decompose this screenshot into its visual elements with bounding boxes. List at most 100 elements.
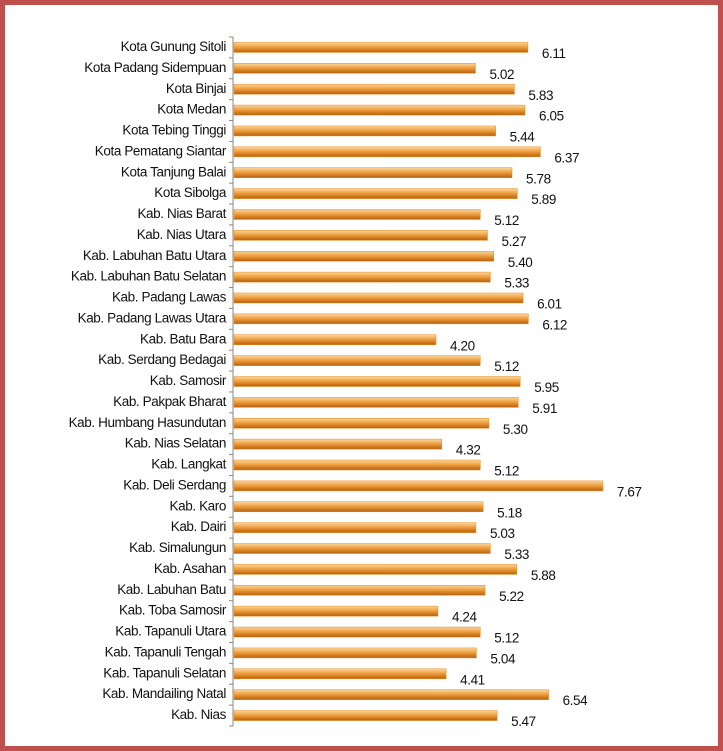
bar: [233, 459, 481, 471]
bar: [233, 230, 488, 241]
data-label: 5.30: [503, 422, 528, 437]
y-tick-label: Kota Pematang Siantar: [95, 143, 227, 158]
bar: [233, 42, 529, 53]
data-label: 5.27: [501, 234, 526, 249]
data-label: 5.22: [499, 589, 524, 604]
bar: [233, 146, 541, 158]
bar: [233, 167, 513, 178]
data-label: 6.05: [539, 109, 564, 124]
data-label: 5.33: [504, 276, 529, 291]
data-label: 5.12: [494, 359, 519, 374]
y-tick-label: Kab. Karo: [170, 498, 226, 513]
data-label: 5.95: [534, 380, 559, 395]
bar: [233, 480, 604, 492]
bar: [233, 689, 549, 700]
data-label: 5.78: [526, 171, 551, 186]
y-tick-label: Kab. Batu Bara: [140, 331, 227, 346]
y-tick-label: Kab. Toba Samosir: [119, 603, 227, 618]
y-tick-label: Kab. Labuhan Batu Selatan: [71, 269, 226, 284]
y-tick-label: Kab. Asahan: [154, 561, 226, 576]
bar: [233, 710, 498, 721]
data-label: 7.67: [617, 484, 642, 499]
bar: [233, 668, 447, 680]
y-tick-label: Kab. Padang Lawas: [112, 290, 227, 305]
y-tick-label: Kab. Labuhan Batu Utara: [83, 248, 227, 263]
data-label: 6.01: [537, 297, 562, 312]
y-tick-label: Kab. Nias: [171, 707, 227, 722]
y-tick-label: Kab. Nias Utara: [137, 227, 227, 242]
y-tick-label: Kab. Serdang Bedagai: [98, 352, 226, 367]
bar: [233, 397, 519, 408]
bar: [233, 376, 521, 387]
bar: [233, 605, 439, 617]
bar: [233, 83, 515, 95]
bar: [233, 501, 484, 513]
data-label: 6.12: [542, 317, 567, 332]
bar: [233, 626, 481, 638]
y-tick-label: Kab. Deli Serdang: [123, 477, 226, 492]
data-label: 6.37: [554, 150, 579, 165]
bar: [233, 334, 437, 345]
data-label: 5.89: [531, 192, 556, 207]
y-tick-label: Kota Gunung Sitoli: [121, 39, 227, 54]
data-label: 5.33: [504, 547, 529, 562]
y-tick-label: Kab. Mandailing Natal: [102, 686, 226, 701]
data-label: 4.41: [460, 672, 485, 687]
data-label: 5.02: [489, 67, 514, 82]
data-label: 6.11: [542, 46, 566, 61]
data-label: 5.91: [532, 401, 557, 416]
y-tick-label: Kota Padang Sidempuan: [84, 60, 226, 75]
bar: [233, 585, 486, 596]
y-tick-label: Kab. Nias Barat: [137, 206, 226, 221]
y-tick-label: Kab. Nias Selatan: [125, 436, 226, 451]
y-tick-label: Kab. Simalungun: [129, 540, 226, 555]
y-tick-label: Kab. Padang Lawas Utara: [78, 310, 227, 325]
y-tick-label: Kota Binjai: [166, 81, 227, 96]
data-label: 5.83: [528, 88, 553, 103]
bar: [233, 438, 443, 450]
bar: [233, 271, 491, 283]
bar: [233, 418, 490, 429]
bar: [233, 104, 526, 116]
y-tick-label: Kab. Humbang Hasundutan: [69, 415, 226, 430]
bar: [233, 209, 481, 220]
y-tick-label: Kab. Dairi: [171, 519, 227, 534]
data-label: 5.12: [494, 213, 519, 228]
data-label: 5.12: [494, 464, 519, 479]
data-label: 5.88: [531, 568, 556, 583]
y-tick-label: Kab. Tapanuli Utara: [115, 624, 227, 639]
data-label: 5.04: [490, 651, 516, 666]
y-tick-label: Kab. Samosir: [150, 373, 227, 388]
bar: [233, 355, 481, 366]
y-tick-label: Kota Tebing Tinggi: [122, 123, 226, 138]
data-label: 5.40: [508, 255, 533, 270]
data-label: 5.44: [510, 130, 536, 145]
y-tick-label: Kab. Tapanuli Tengah: [105, 644, 226, 659]
data-label: 5.12: [494, 631, 519, 646]
data-label: 5.47: [511, 714, 536, 729]
y-tick-label: Kab. Labuhan Batu: [117, 582, 226, 597]
data-label: 4.20: [450, 338, 475, 353]
data-label: 5.18: [497, 505, 522, 520]
y-tick-label: Kab. Pakpak Bharat: [113, 394, 227, 409]
data-label: 4.32: [456, 443, 481, 458]
data-label: 4.24: [452, 610, 478, 625]
bar: [233, 647, 477, 659]
bar: [233, 522, 477, 533]
bar: [233, 250, 494, 262]
y-tick-label: Kota Tanjung Balai: [121, 164, 227, 179]
bar: [233, 188, 518, 199]
bar: [233, 292, 524, 304]
y-tick-label: Kab. Langkat: [151, 457, 226, 472]
y-tick-label: Kota Medan: [157, 102, 226, 117]
data-label: 5.03: [490, 526, 515, 541]
bar: [233, 543, 491, 554]
bar: [233, 125, 496, 137]
data-label: 6.54: [563, 693, 589, 708]
y-tick-label: Kota Sibolga: [154, 185, 227, 200]
bar: [233, 564, 518, 575]
bar: [233, 63, 476, 74]
bar: [233, 313, 529, 325]
y-tick-label: Kab. Tapanuli Selatan: [103, 665, 226, 680]
